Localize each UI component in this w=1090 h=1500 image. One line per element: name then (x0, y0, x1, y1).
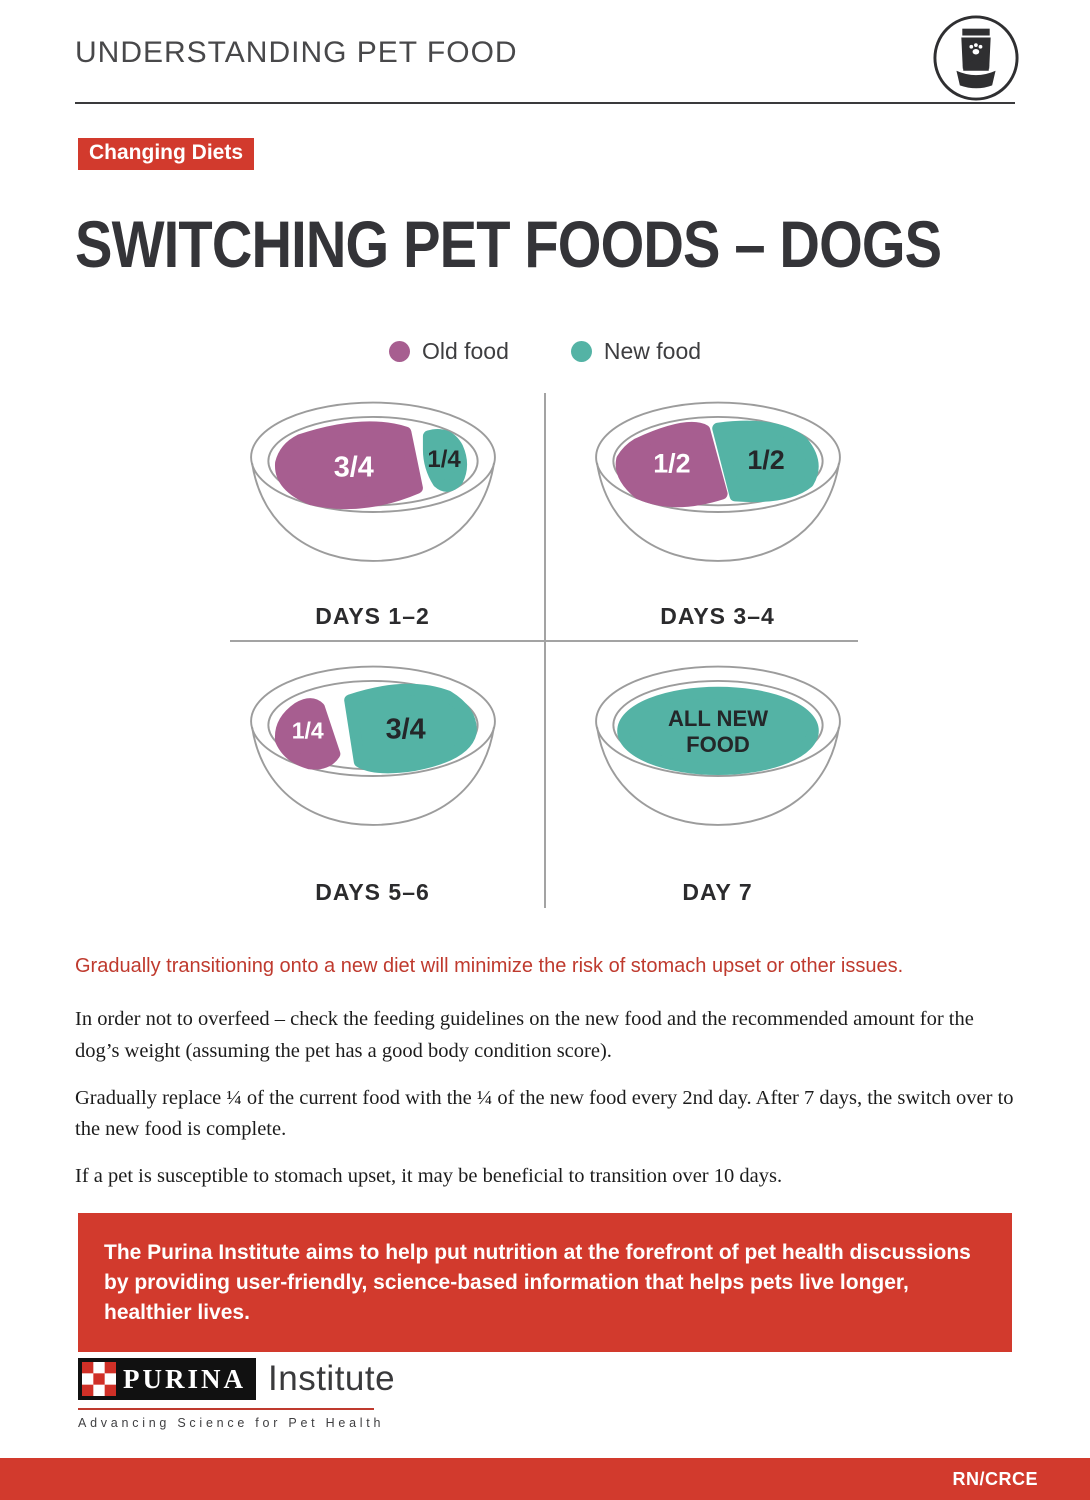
purina-checkerboard-icon (82, 1362, 116, 1396)
bowl-day-7: ALL NEW FOOD (594, 665, 841, 826)
pet-food-bag-and-bowl-icon (933, 15, 1019, 101)
page-title: SWITCHING PET FOODS – DOGS (75, 207, 942, 281)
bowl-days-1-2: 3/4 1/4 (249, 401, 496, 562)
bowl-days-3-4: 1/2 1/2 (594, 401, 841, 562)
purina-institute-banner: The Purina Institute aims to help put nu… (78, 1213, 1012, 1353)
fraction-old-label: 1/4 (291, 718, 323, 744)
header-rule (75, 102, 1015, 104)
paragraph-susceptible: If a pet is susceptible to stomach upset… (75, 1165, 783, 1188)
old-food-dot-icon (388, 341, 410, 362)
stage-label: DAYS 3–4 (660, 603, 775, 629)
legend-item-old-food: Old food (388, 338, 509, 365)
legend-label-old: Old food (421, 338, 509, 364)
paragraph-replace: Gradually replace ¼ of the current food … (75, 1086, 1014, 1141)
fraction-new-label: 1/4 (427, 446, 461, 473)
stage-label: DAYS 1–2 (315, 603, 430, 629)
body-text: In order not to overfeed – check the fee… (75, 1004, 1018, 1208)
legend-label-new: New food (603, 338, 702, 364)
logo-underline (78, 1408, 374, 1410)
header: UNDERSTANDING PET FOOD (75, 14, 1020, 102)
purina-brand-text: PURINA (123, 1363, 246, 1394)
stage-days-1-2: 3/4 1/4 DAYS 1–2 (200, 390, 545, 640)
header-title: UNDERSTANDING PET FOOD (75, 36, 518, 69)
bowl-days-5-6: 1/4 3/4 (249, 665, 496, 826)
paragraph-overfeed: In order not to overfeed – check the fee… (75, 1008, 974, 1062)
horizontal-divider (230, 640, 858, 642)
stage-day-7: ALL NEW FOOD DAY 7 (545, 640, 890, 912)
stage-label: DAY 7 (682, 879, 753, 905)
legend-item-new-food: New food (570, 338, 702, 365)
stage-label: DAYS 5–6 (315, 879, 430, 905)
fraction-old-label: 3/4 (333, 451, 373, 483)
footer-bar: RN/CRCE (0, 1458, 1090, 1500)
vertical-divider (544, 393, 546, 908)
institute-text: Institute (268, 1359, 396, 1398)
fraction-old-label: 1/2 (653, 449, 690, 479)
legend: Old food New food (0, 338, 1090, 365)
footer-code: RN/CRCE (952, 1468, 1038, 1489)
fraction-new-label: 1/2 (747, 445, 784, 475)
all-new-food-label-line1: ALL NEW (667, 706, 767, 731)
logo-tagline: Advancing Science for Pet Health (78, 1416, 385, 1430)
transition-diagram: 3/4 1/4 DAYS 1–2 1/2 1/2 DAYS 3–4 (200, 390, 890, 912)
stage-days-3-4: 1/2 1/2 DAYS 3–4 (545, 390, 890, 640)
stage-days-5-6: 1/4 3/4 DAYS 5–6 (200, 640, 545, 912)
section-badge: Changing Diets (78, 138, 255, 170)
new-food-dot-icon (570, 341, 592, 362)
all-new-food-label-line2: FOOD (686, 732, 750, 757)
fraction-new-label: 3/4 (385, 714, 425, 746)
purina-wordmark: PURINA (78, 1358, 256, 1400)
highlight-sentence: Gradually transitioning onto a new diet … (75, 955, 904, 977)
purina-institute-logo: PURINA Institute Advancing Science for P… (78, 1358, 395, 1430)
